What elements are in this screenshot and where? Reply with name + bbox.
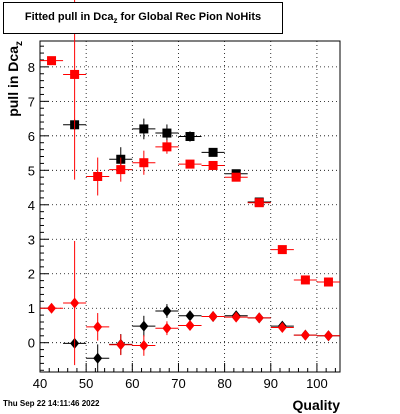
- data-point-diamond: [93, 352, 103, 364]
- footer-timestamp: Thu Sep 22 14:11:46 2022: [3, 399, 100, 408]
- y-tick-label: 3: [28, 232, 35, 247]
- data-point-diamond: [70, 297, 80, 309]
- data-point-diamond: [185, 319, 195, 331]
- y-axis-label: pull in Dcaz: [5, 41, 25, 117]
- data-point-diamond: [47, 302, 57, 314]
- data-point-square: [139, 124, 149, 134]
- data-point-square: [139, 158, 149, 168]
- data-point-diamond: [162, 322, 172, 334]
- x-tick-label: 90: [264, 376, 278, 391]
- data-point-square: [185, 132, 195, 142]
- x-tick-label: 40: [33, 376, 47, 391]
- y-tick-label: 5: [28, 163, 35, 178]
- plot-frame: [39, 40, 341, 373]
- data-point-diamond: [185, 310, 195, 322]
- data-point-square: [185, 159, 195, 169]
- data-point-diamond: [323, 330, 333, 342]
- x-tick-label: 70: [171, 376, 185, 391]
- data-point-square: [208, 147, 218, 157]
- data-point-square: [47, 56, 57, 66]
- chart-title-rest: for Global Rec Pion NoHits: [117, 11, 262, 23]
- series-2: [63, 304, 340, 372]
- data-point-square: [254, 198, 264, 208]
- x-tick-label: 80: [217, 376, 231, 391]
- data-point-square: [208, 160, 218, 170]
- data-point-square: [300, 275, 310, 285]
- data-point-diamond: [93, 321, 103, 333]
- chart-title-main: Fitted pull in Dca: [24, 11, 114, 23]
- title-box: Fitted pull in Dcaz for Global Rec Pion …: [3, 2, 283, 34]
- y-tick-label: 4: [28, 198, 35, 213]
- axis-ticks: [39, 45, 336, 372]
- data-point-diamond: [208, 310, 218, 322]
- data-point-diamond: [162, 305, 172, 317]
- x-axis-label: Quality: [293, 397, 341, 413]
- data-point-diamond: [139, 320, 149, 332]
- data-point-square: [231, 172, 241, 182]
- data-point-square: [162, 128, 172, 138]
- y-tick-label: 8: [28, 60, 35, 75]
- series-1: [40, 0, 340, 287]
- y-tick-label: 1: [28, 301, 35, 316]
- data-point-square: [162, 142, 172, 152]
- series-3: [40, 240, 340, 366]
- y-tick-label: 6: [28, 129, 35, 144]
- y-tick-label: 0: [28, 336, 35, 351]
- data-point-diamond: [254, 312, 264, 324]
- data-point-diamond: [277, 322, 287, 334]
- chart-title-subscript: z: [113, 16, 118, 25]
- data-point-square: [323, 277, 333, 287]
- data-point-square: [277, 245, 287, 255]
- data-series: [40, 0, 340, 372]
- chart-title: Fitted pull in Dcaz for Global Rec Pion …: [4, 11, 282, 25]
- y-tick-label: 2: [28, 267, 35, 282]
- x-tick-label: 100: [306, 376, 328, 391]
- y-tick-label: 7: [28, 94, 35, 109]
- axis-labels: 40 50 60 70 80 90 100 0 1 2 3 4 5 6 7 8 Quality pull in D…: [5, 41, 340, 413]
- data-point-diamond: [139, 339, 149, 351]
- series-0: [63, 118, 271, 207]
- data-point-square: [93, 172, 103, 182]
- data-point-square: [70, 69, 80, 79]
- data-point-square: [116, 165, 126, 175]
- data-point-diamond: [300, 329, 310, 341]
- x-tick-label: 50: [79, 376, 93, 391]
- x-tick-label: 60: [125, 376, 139, 391]
- data-point-diamond: [231, 311, 241, 323]
- data-point-diamond: [116, 339, 126, 351]
